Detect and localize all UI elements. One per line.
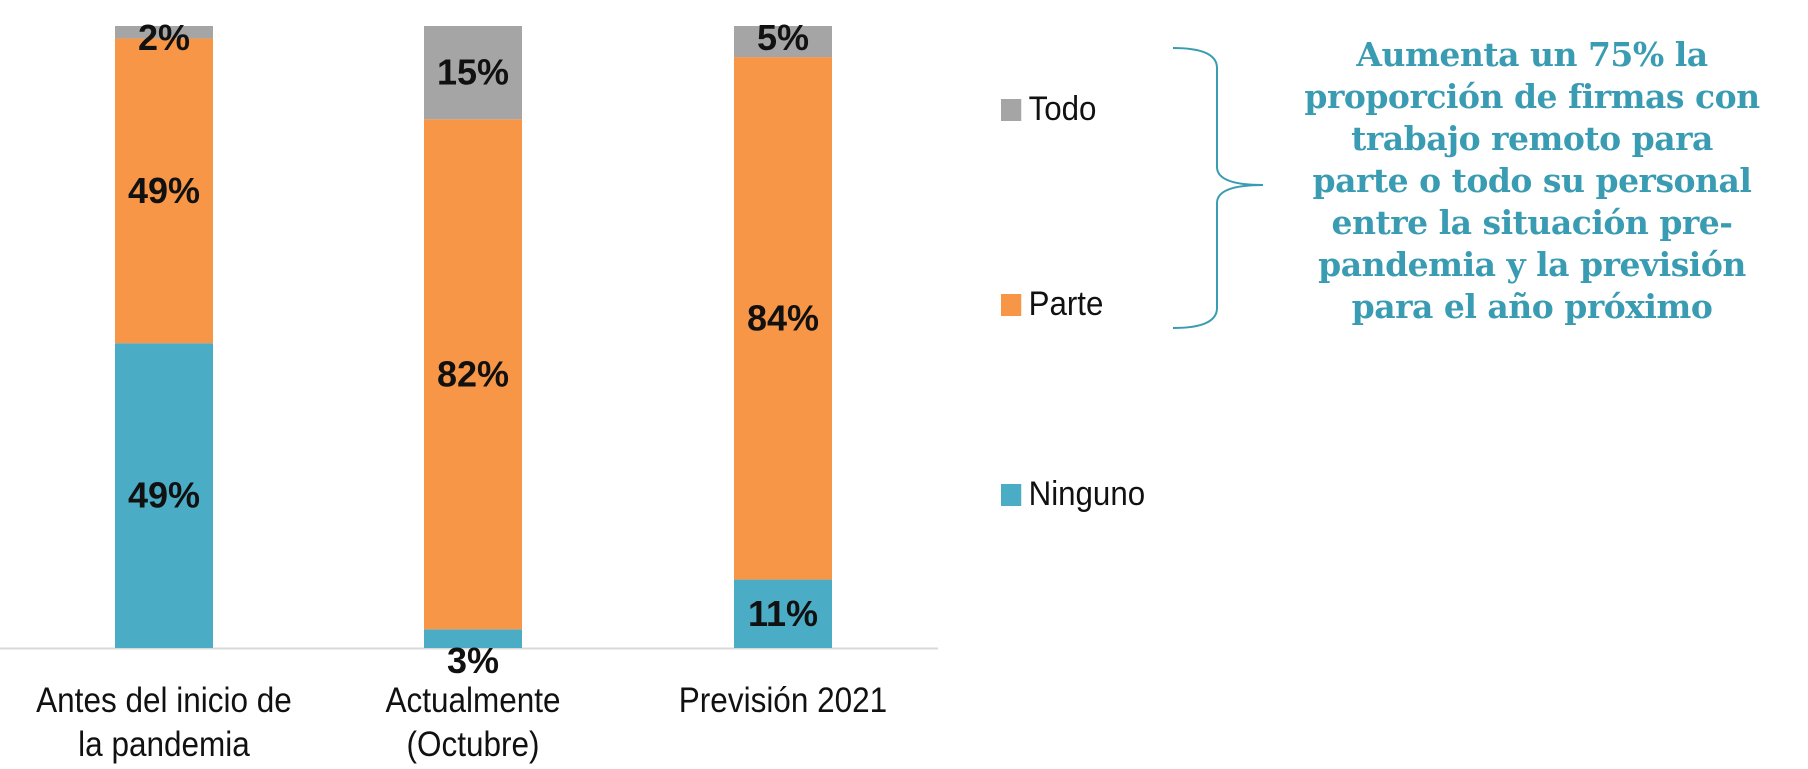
data-label: 3% bbox=[447, 640, 499, 681]
legend-swatch bbox=[1001, 98, 1022, 121]
data-label: 15% bbox=[437, 52, 509, 93]
annotation-line: Aumenta un 75% la bbox=[1356, 35, 1708, 74]
legend-item-ninguno: Ninguno bbox=[1001, 475, 1145, 514]
legend-item-todo: Todo bbox=[1001, 90, 1096, 129]
bar-segment-parte bbox=[115, 38, 213, 344]
bar-segment-parte bbox=[424, 119, 522, 630]
bar-segment-ninguno bbox=[115, 343, 213, 648]
data-label: 11% bbox=[748, 593, 818, 634]
category-label-line: Antes del inicio de bbox=[36, 681, 292, 720]
legend-item-parte: Parte bbox=[1001, 285, 1103, 324]
category-label: Previsión 2021 bbox=[630, 679, 936, 723]
annotation-line: para el año próximo bbox=[1351, 287, 1713, 326]
bar-segment-todo bbox=[424, 26, 522, 120]
data-label: 49% bbox=[128, 170, 200, 211]
legend-label: Todo bbox=[1028, 90, 1097, 128]
legend-swatch bbox=[1001, 293, 1022, 316]
category-label-line: la pandemia bbox=[78, 725, 250, 764]
annotation-line: pandemia y la previsión bbox=[1318, 245, 1746, 284]
category-label: Antes del inicio de la pandemia bbox=[11, 679, 317, 767]
legend-swatch bbox=[1001, 483, 1022, 506]
category-label: Actualmente (Octubre) bbox=[320, 679, 626, 767]
bar-segment-ninguno bbox=[734, 579, 832, 648]
annotation-line: trabajo remoto para bbox=[1351, 119, 1713, 158]
annotation-line: entre la situación pre- bbox=[1331, 203, 1733, 242]
category-label-line: (Octubre) bbox=[406, 725, 540, 764]
data-label: 84% bbox=[747, 297, 819, 338]
annotation-text: Aumenta un 75% la proporción de firmas c… bbox=[1256, 34, 1808, 328]
legend-label: Ninguno bbox=[1028, 475, 1146, 513]
bar-segment-todo bbox=[734, 26, 832, 58]
bar-segment-todo bbox=[115, 26, 213, 39]
legend-label: Parte bbox=[1028, 285, 1104, 323]
annotation-line: proporción de firmas con bbox=[1304, 77, 1760, 116]
data-label: 82% bbox=[437, 353, 509, 394]
bar-segment-ninguno bbox=[424, 629, 522, 648]
category-label-line: Previsión 2021 bbox=[678, 681, 888, 720]
category-label-line: Actualmente bbox=[385, 681, 561, 720]
data-label: 2% bbox=[138, 17, 190, 58]
data-label: 5% bbox=[757, 17, 809, 58]
brace-connector bbox=[1172, 47, 1264, 329]
data-label: 49% bbox=[128, 475, 200, 516]
bar-segment-parte bbox=[734, 57, 832, 580]
annotation-line: parte o todo su personal bbox=[1312, 161, 1752, 200]
